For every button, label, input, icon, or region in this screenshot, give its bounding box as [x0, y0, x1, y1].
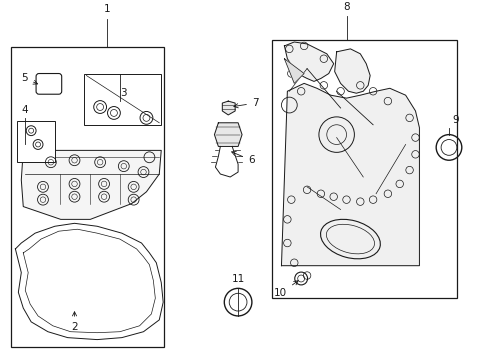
Text: 1: 1 — [104, 4, 110, 14]
Bar — [11, 47, 164, 347]
Text: 7: 7 — [234, 98, 259, 108]
Polygon shape — [215, 123, 242, 147]
Bar — [17, 121, 55, 162]
Text: 3: 3 — [120, 88, 126, 98]
Text: 11: 11 — [231, 274, 245, 284]
Text: 2: 2 — [71, 312, 78, 332]
Polygon shape — [222, 101, 235, 115]
Polygon shape — [284, 42, 334, 81]
Text: 8: 8 — [343, 3, 350, 12]
Polygon shape — [335, 49, 370, 93]
Text: 4: 4 — [21, 105, 28, 115]
Bar — [84, 73, 161, 125]
FancyBboxPatch shape — [36, 73, 62, 94]
Text: 10: 10 — [274, 281, 298, 298]
Text: 9: 9 — [452, 115, 459, 125]
Text: 6: 6 — [232, 152, 255, 165]
Polygon shape — [284, 59, 304, 84]
Polygon shape — [21, 150, 161, 219]
Text: 5: 5 — [22, 73, 38, 84]
Polygon shape — [15, 223, 163, 339]
Polygon shape — [216, 147, 238, 177]
Polygon shape — [281, 84, 419, 266]
Bar — [271, 40, 457, 298]
